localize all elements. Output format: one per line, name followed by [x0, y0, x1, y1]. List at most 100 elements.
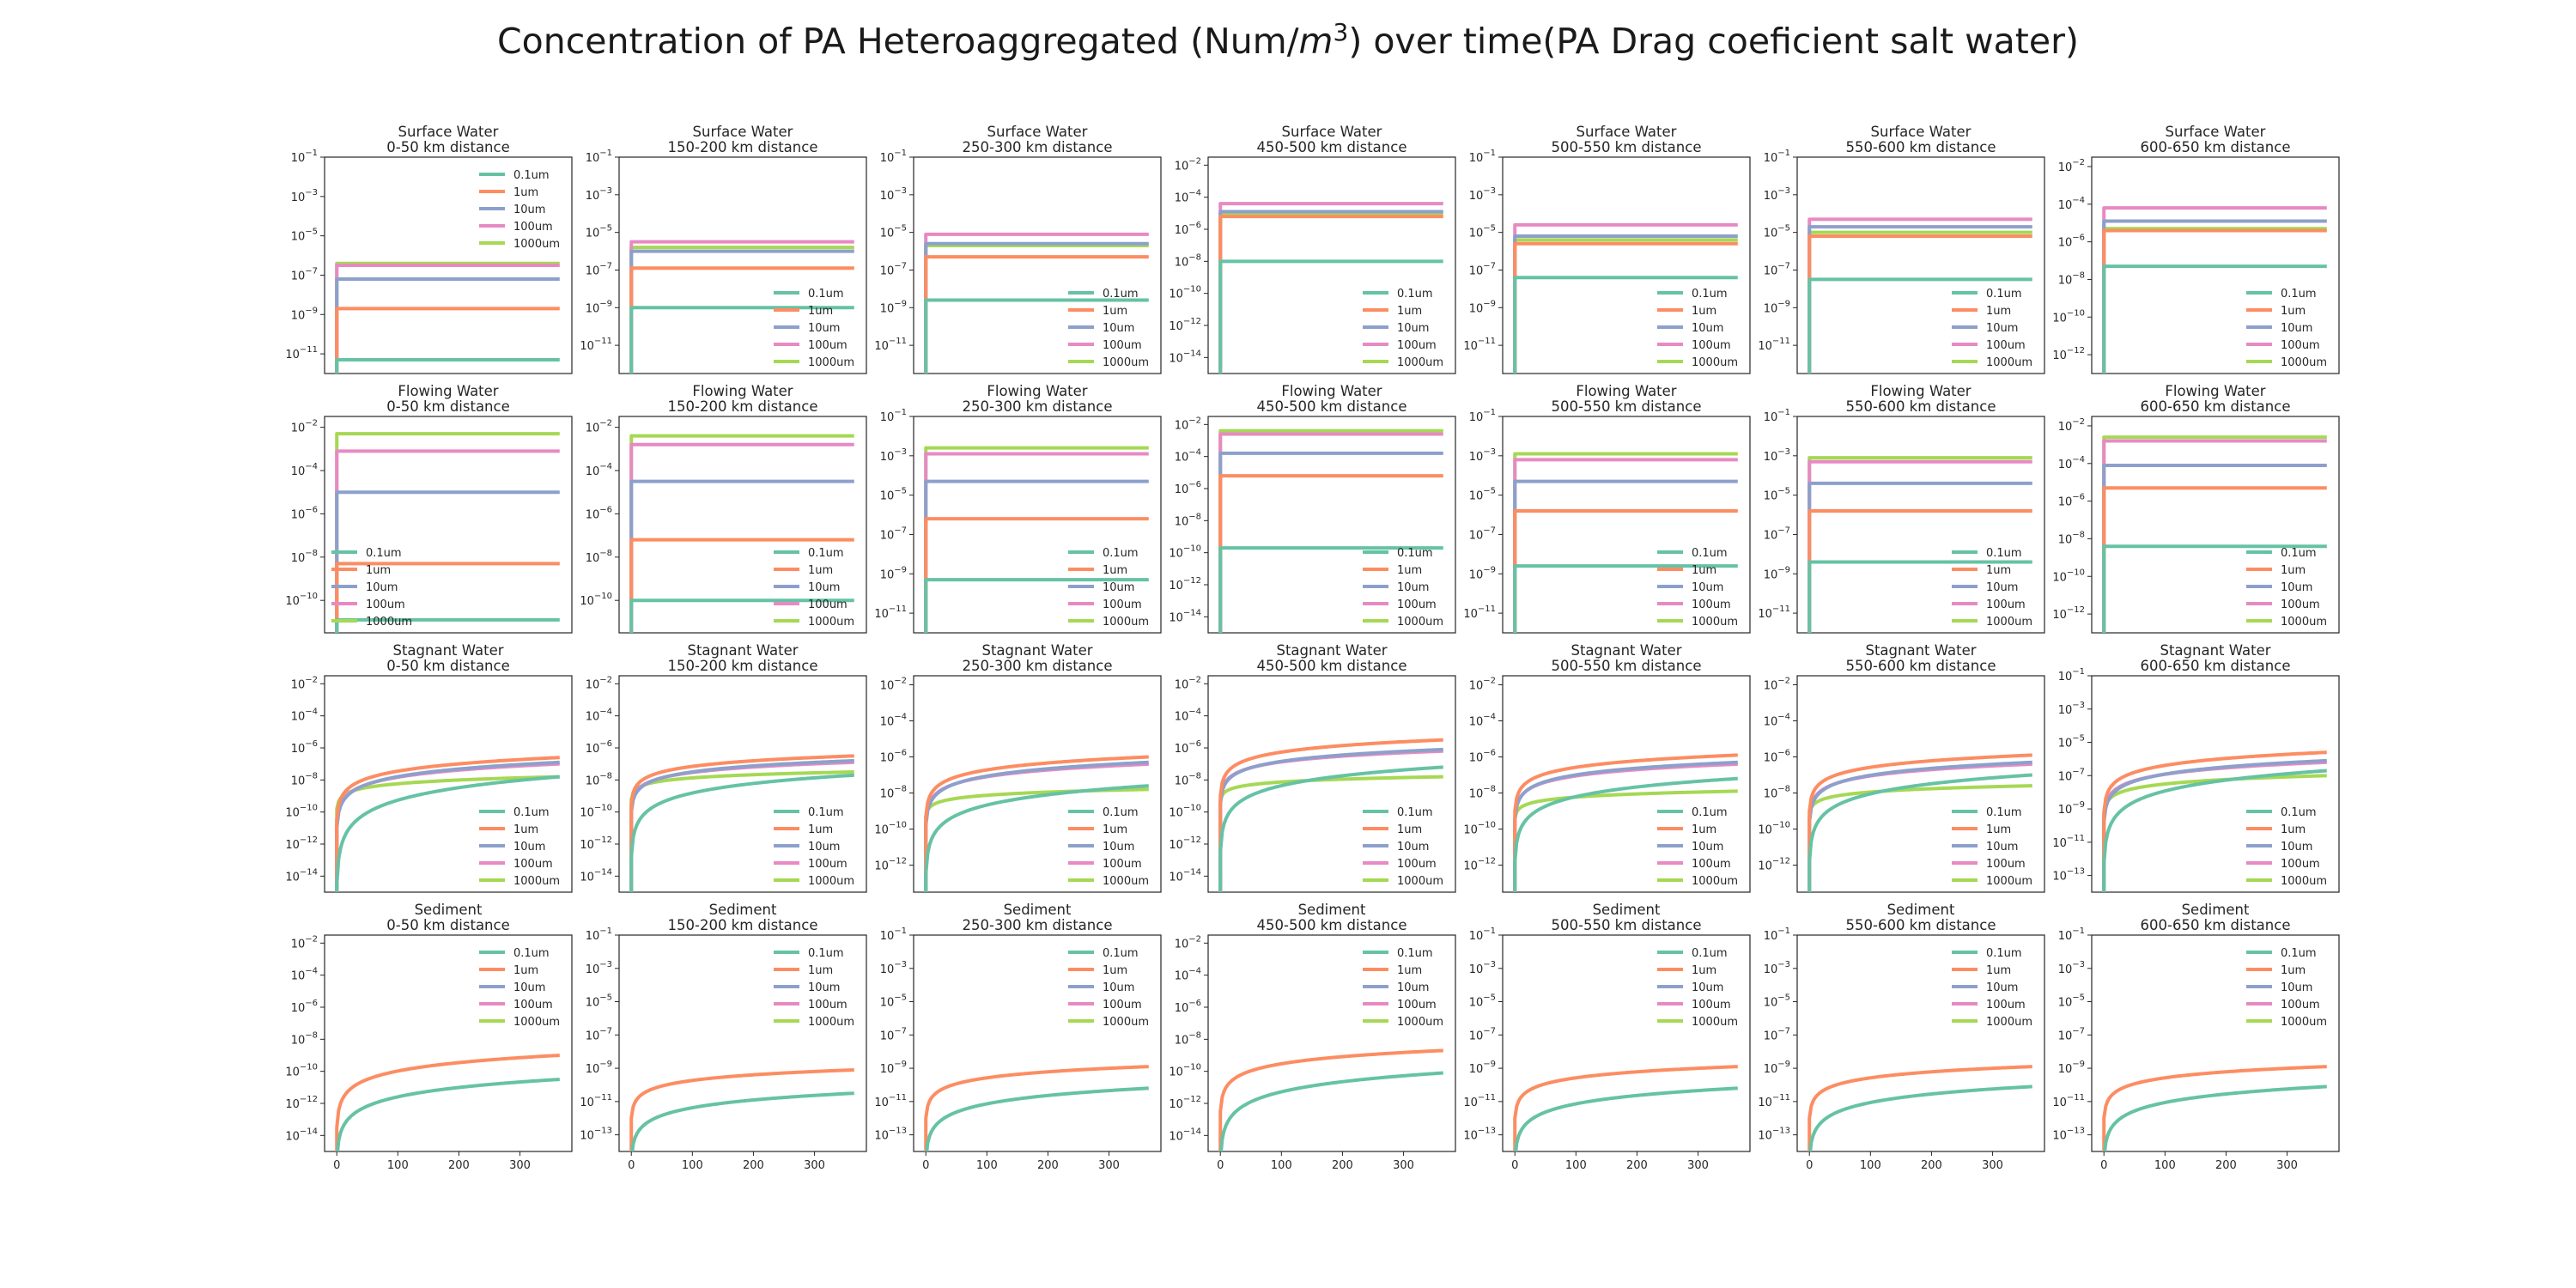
- series-line-0.1um: [629, 773, 855, 892]
- y-tick-label: 10−3: [1764, 186, 1790, 203]
- y-tick-label: 10−5: [880, 224, 907, 240]
- y-tick-label: 10−11: [1463, 1093, 1496, 1109]
- y-tick-label: 10−13: [874, 1127, 907, 1143]
- series-line-10um: [1218, 747, 1444, 892]
- legend-label: 1000um: [1986, 875, 2032, 888]
- legend-label: 1000um: [1103, 616, 1149, 629]
- y-tick-label: 10−7: [880, 526, 907, 542]
- series-lines: [335, 261, 560, 374]
- y-tick-label: 10−7: [1764, 1026, 1790, 1042]
- subplot-subtitle: 250-300 km distance: [963, 658, 1113, 674]
- series-line-1um: [2102, 750, 2328, 892]
- series-line-0.1um: [335, 775, 561, 892]
- series-lines: [629, 1068, 855, 1151]
- legend-label: 10um: [1986, 322, 2018, 335]
- legend-label: 1um: [2281, 564, 2306, 577]
- legend-label: 1um: [1103, 823, 1127, 836]
- y-tick-label: 10−11: [1463, 337, 1496, 353]
- y-tick-label: 10−11: [2052, 1093, 2085, 1109]
- legend-label: 10um: [1397, 581, 1429, 594]
- y-tick-label: 10−6: [291, 505, 318, 521]
- y-tick-label: 10−8: [1175, 1030, 1201, 1047]
- series-line-10um: [1513, 760, 1739, 892]
- legend-label: 10um: [1103, 981, 1134, 994]
- subplot-title: Stagnant Water: [2160, 642, 2270, 659]
- y-tick-label: 10−2: [1175, 675, 1201, 691]
- series-line-0.1um: [924, 578, 1149, 633]
- legend-label: 0.1um: [1692, 806, 1728, 819]
- legend: 0.1um 1um 10um 100um 1000um: [1952, 547, 2032, 629]
- y-tick-label: 10−4: [291, 708, 318, 724]
- subplot-subtitle: 450-500 km distance: [1257, 139, 1407, 155]
- legend-label: 0.1um: [1103, 806, 1139, 819]
- y-tick-label: 10−2: [1764, 677, 1790, 693]
- legend-label: 10um: [2281, 322, 2312, 335]
- y-tick-label: 10−11: [1758, 605, 1790, 621]
- legend-label: 100um: [1986, 598, 2026, 611]
- x-tick-label: 0: [1806, 1159, 1813, 1172]
- legend-label: 100um: [1397, 598, 1437, 611]
- legend-label: 1000um: [1692, 616, 1738, 629]
- y-tick-label: 10−10: [1758, 821, 1790, 837]
- x-tick-label: 200: [448, 1159, 470, 1172]
- legend: 0.1um 1um 10um 100um 1000um: [479, 947, 560, 1029]
- legend-label: 1um: [1397, 964, 1422, 977]
- y-tick-label: 10−7: [1764, 526, 1790, 542]
- y-tick-label: 10−10: [2052, 308, 2085, 325]
- y-tick-label: 10−2: [880, 677, 907, 693]
- legend-label: 100um: [366, 598, 405, 611]
- y-tick-label: 10−2: [291, 675, 318, 691]
- y-tick-label: 10−11: [1463, 605, 1496, 621]
- y-tick-label: 10−5: [1764, 993, 1790, 1010]
- y-tick-label: 10−1: [291, 149, 318, 165]
- legend: 0.1um 1um 10um 100um 1000um: [774, 806, 854, 888]
- series-line-1um: [1807, 1065, 2033, 1151]
- y-tick-label: 10−6: [1764, 749, 1790, 765]
- series-line-1000um: [1513, 789, 1739, 892]
- y-tick-label: 10−6: [1175, 999, 1201, 1015]
- x-tick-label: 200: [1626, 1159, 1648, 1172]
- legend-label: 0.1um: [808, 806, 844, 819]
- plot-frame: [1796, 416, 2045, 634]
- legend-label: 1000um: [1103, 1016, 1149, 1029]
- y-tick-label: 10−2: [291, 419, 318, 435]
- legend-label: 1um: [2281, 305, 2306, 318]
- legend-label: 1000um: [1692, 356, 1738, 369]
- y-tick-label: 10−5: [586, 224, 612, 240]
- series-line-1000um: [1807, 784, 2033, 892]
- legend-label: 1um: [808, 823, 833, 836]
- x-tick-label: 0: [922, 1159, 929, 1172]
- y-tick-label: 10−12: [1169, 1095, 1201, 1111]
- y-tick-label: 10−12: [1758, 857, 1790, 873]
- legend: 0.1um 1um 10um 100um 1000um: [1068, 947, 1149, 1029]
- y-tick-label: 10−9: [880, 299, 907, 315]
- y-tick-label: 10−14: [1169, 867, 1201, 884]
- legend-label: 10um: [2281, 981, 2312, 994]
- legend-label: 100um: [1692, 858, 1731, 871]
- y-tick-label: 10−4: [1175, 967, 1201, 983]
- y-tick-label: 10−11: [874, 1093, 907, 1109]
- y-tick-label: 10−3: [1469, 447, 1496, 464]
- subplot-title: Surface Water: [987, 124, 1088, 140]
- series-line-0.1um: [2103, 1084, 2328, 1151]
- legend-label: 0.1um: [1397, 547, 1433, 560]
- subplot-title: Sediment: [1298, 902, 1366, 918]
- subplot-title: Surface Water: [1871, 124, 1971, 140]
- legend-label: 1um: [1103, 564, 1127, 577]
- subplot-title: Stagnant Water: [392, 642, 503, 659]
- y-tick-label: 10−9: [1764, 1060, 1790, 1076]
- x-tick-label: 300: [1687, 1159, 1709, 1172]
- subplot-subtitle: 250-300 km distance: [963, 917, 1113, 933]
- series-line-10um: [2102, 758, 2328, 892]
- legend-label: 0.1um: [1103, 547, 1139, 560]
- y-tick-label: 10−5: [1469, 487, 1496, 503]
- subplot-subtitle: 500-550 km distance: [1552, 917, 1702, 933]
- subplot-title: Flowing Water: [2165, 383, 2265, 399]
- y-tick-label: 10−10: [580, 592, 612, 608]
- legend-label: 100um: [1103, 858, 1142, 871]
- y-tick-label: 10−6: [2058, 234, 2085, 250]
- y-tick-label: 10−10: [285, 1063, 318, 1079]
- y-tick-label: 10−7: [1469, 1026, 1496, 1042]
- subplot-title: Flowing Water: [1576, 383, 1676, 399]
